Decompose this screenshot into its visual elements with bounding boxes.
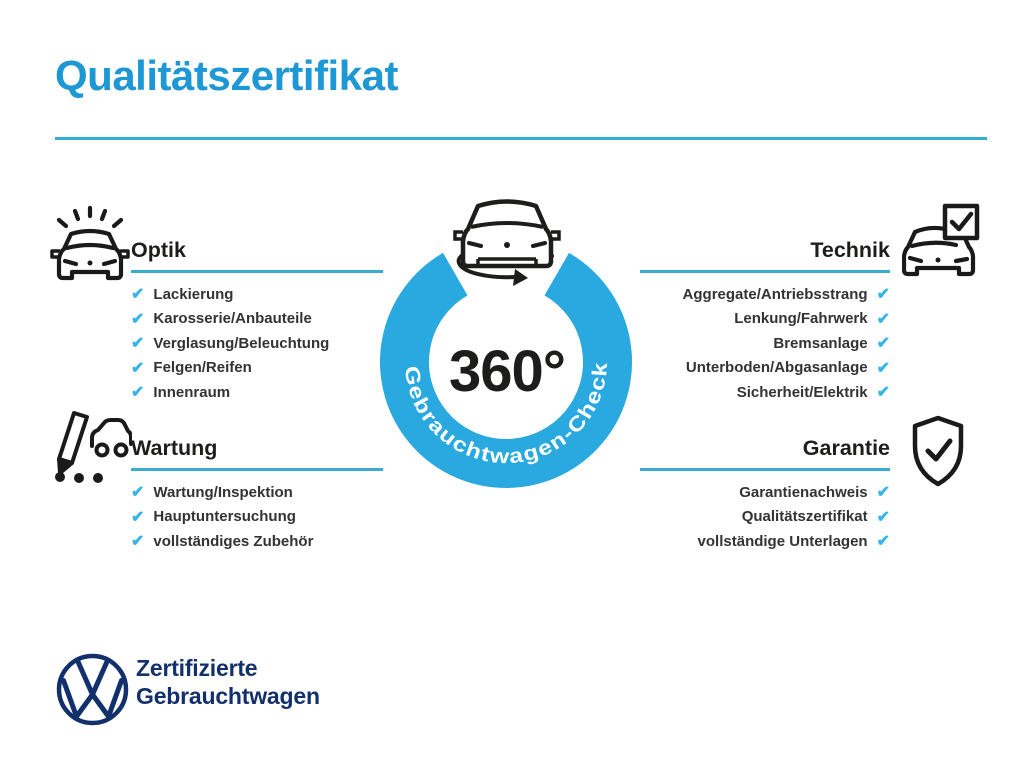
checklist-item: Qualitätszertifikat ✔ xyxy=(630,505,890,530)
360-check-badge: Gebrauchtwagen-Check 360° xyxy=(380,199,632,488)
check-icon: ✔ xyxy=(876,310,890,328)
checklist-wartung: ✔ Wartung/Inspektion ✔ Hauptuntersuchung… xyxy=(131,480,313,554)
checklist-item-label: vollständige Unterlagen xyxy=(697,532,868,550)
check-icon: ✔ xyxy=(131,484,145,502)
footer-brand-line1: Zertifizierte xyxy=(136,655,258,681)
checklist-item: ✔ Lackierung xyxy=(131,282,329,307)
checklist-item: Bremsanlage ✔ xyxy=(630,331,890,356)
check-icon: ✔ xyxy=(131,335,145,353)
checklist-item-label: Hauptuntersuchung xyxy=(153,508,296,526)
checklist-item: Garantienachweis ✔ xyxy=(630,480,890,505)
checklist-item-label: Verglasung/Beleuchtung xyxy=(153,334,330,352)
checklist-item: ✔ vollständiges Zubehör xyxy=(131,529,313,554)
checklist-item-label: Innenraum xyxy=(153,383,231,401)
title-divider xyxy=(55,137,987,140)
checklist-item-label: Garantienachweis xyxy=(739,483,868,501)
check-icon: ✔ xyxy=(131,533,145,551)
check-icon: ✔ xyxy=(876,335,890,353)
check-icon: ✔ xyxy=(131,384,145,402)
checklist-item: ✔ Wartung/Inspektion xyxy=(131,480,313,505)
check-icon: ✔ xyxy=(876,508,890,526)
checklist-item: ✔ Innenraum xyxy=(131,380,329,405)
checklist-item: ✔ Hauptuntersuchung xyxy=(131,505,313,530)
checklist-technik: Aggregate/Antriebsstrang ✔ Lenkung/Fahrw… xyxy=(630,282,890,405)
section-title-optik: Optik xyxy=(131,238,186,262)
check-icon: ✔ xyxy=(131,359,145,377)
check-icon: ✔ xyxy=(876,286,890,304)
section-rule-technik xyxy=(640,270,890,273)
checklist-optik: ✔ Lackierung ✔ Karosserie/Anbauteile ✔ V… xyxy=(131,282,329,405)
page-title: Qualitätszertifikat xyxy=(55,52,398,99)
section-title-garantie: Garantie xyxy=(802,436,890,460)
check-icon: ✔ xyxy=(131,310,145,328)
check-icon: ✔ xyxy=(876,533,890,551)
checklist-garantie: Garantienachweis ✔ Qualitätszertifikat ✔… xyxy=(630,480,890,554)
vw-logo xyxy=(55,652,130,732)
checklist-item: Aggregate/Antriebsstrang ✔ xyxy=(630,282,890,307)
checklist-item-label: vollständiges Zubehör xyxy=(153,532,314,550)
checklist-item: Unterboden/Abgasanlage ✔ xyxy=(630,356,890,381)
ring-shape xyxy=(380,252,632,488)
checklist-item: ✔ Verglasung/Beleuchtung xyxy=(131,331,329,356)
checklist-item-label: Felgen/Reifen xyxy=(153,359,252,377)
check-icon: ✔ xyxy=(131,508,145,526)
checklist-item: ✔ Karosserie/Anbauteile xyxy=(131,307,329,332)
checklist-item: vollständige Unterlagen ✔ xyxy=(630,529,890,554)
check-icon: ✔ xyxy=(876,384,890,402)
checklist-item: Lenkung/Fahrwerk ✔ xyxy=(630,307,890,332)
checklist-item-label: Wartung/Inspektion xyxy=(153,483,293,501)
checklist-item: Sicherheit/Elektrik ✔ xyxy=(630,380,890,405)
car-shine-icon xyxy=(46,204,134,286)
section-title-wartung: Wartung xyxy=(131,436,218,460)
checklist-item-label: Karosserie/Anbauteile xyxy=(153,310,312,328)
checklist-item-label: Sicherheit/Elektrik xyxy=(736,383,868,401)
checklist-item-label: Unterboden/Abgasanlage xyxy=(685,359,868,377)
car-rotation-icon xyxy=(453,199,561,286)
checklist-item: ✔ Felgen/Reifen xyxy=(131,356,329,381)
check-icon: ✔ xyxy=(876,484,890,502)
checklist-item-label: Bremsanlage xyxy=(773,334,868,352)
checklist-item-label: Lackierung xyxy=(153,285,234,303)
footer-brand-text: Zertifizierte Gebrauchtwagen xyxy=(136,654,320,710)
pencil-car-icon xyxy=(44,408,132,486)
section-rule-optik xyxy=(131,270,383,273)
check-icon: ✔ xyxy=(876,359,890,377)
section-title-technik: Technik xyxy=(810,238,890,262)
checklist-item-label: Qualitätszertifikat xyxy=(741,508,868,526)
car-checkbox-icon xyxy=(902,203,980,281)
footer-brand-line2: Gebrauchtwagen xyxy=(136,683,320,709)
section-rule-garantie xyxy=(640,468,890,471)
section-rule-wartung xyxy=(131,468,383,471)
check-icon: ✔ xyxy=(131,286,145,304)
shield-check-icon xyxy=(906,414,970,488)
degree-label: 360° xyxy=(449,339,565,404)
checklist-item-label: Lenkung/Fahrwerk xyxy=(734,310,868,328)
checklist-item-label: Aggregate/Antriebsstrang xyxy=(682,285,868,303)
